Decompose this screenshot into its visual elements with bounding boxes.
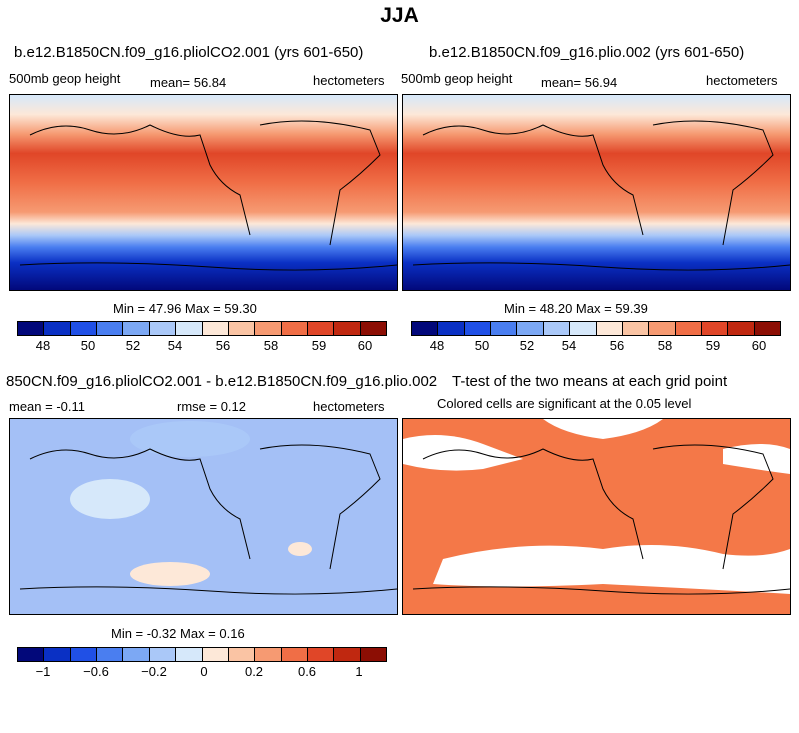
colorbar-swatch (18, 322, 45, 335)
colorbar-swatch (360, 322, 387, 335)
colorbar-tick-label: 50 (474, 338, 490, 353)
colorbar-tick-label: 50 (80, 338, 96, 353)
colorbar-tick-label: 0.6 (297, 664, 317, 679)
coastline (19, 444, 397, 595)
colorbar-swatch (44, 322, 71, 335)
colorbar-swatch (255, 322, 282, 335)
panel-1-map (9, 94, 398, 291)
panel-1-colorbar (17, 321, 387, 336)
colorbar-swatch (675, 322, 702, 335)
colorbar-tick-label: 60 (751, 338, 767, 353)
colorbar-swatch (228, 322, 256, 335)
colorbar-tick-label: 60 (357, 338, 373, 353)
colorbar-tick-label: 52 (519, 338, 535, 353)
colorbar-swatch (307, 322, 335, 335)
colorbar-swatch (176, 322, 203, 335)
colorbar-swatch (97, 648, 124, 661)
colorbar-tick-label: −0.2 (141, 664, 167, 679)
colorbar-swatch (18, 648, 45, 661)
panel-1-units: hectometers (313, 73, 385, 88)
panel-3-units: hectometers (313, 399, 385, 414)
colorbar-swatch (649, 322, 676, 335)
panel-4-map (402, 418, 791, 615)
colorbar-swatch (438, 322, 465, 335)
colorbar-swatch (281, 322, 308, 335)
colorbar-swatch (543, 322, 571, 335)
colorbar-tick-label: 0.2 (244, 664, 264, 679)
panel-3-mean: mean = -0.11 (9, 399, 86, 414)
panel-3-minmax: Min = -0.32 Max = 0.16 (111, 626, 245, 641)
panel-2-units: hectometers (706, 73, 778, 88)
colorbar-tick-label: 48 (35, 338, 51, 353)
panel-1-minmax: Min = 47.96 Max = 59.30 (113, 301, 257, 316)
panel-2-var-label: 500mb geop height (401, 71, 513, 86)
colorbar-swatch (307, 648, 335, 661)
colorbar-swatch (70, 322, 98, 335)
colorbar-swatch (176, 648, 203, 661)
panel-2-minmax: Min = 48.20 Max = 59.39 (504, 301, 648, 316)
colorbar-tick-label: 56 (215, 338, 231, 353)
colorbar-swatch (202, 648, 229, 661)
colorbar-swatch (464, 322, 492, 335)
panel-1-title: b.e12.B1850CN.f09_g16.pliolCO2.001 (yrs … (14, 44, 364, 61)
colorbar-tick-label: 1 (355, 664, 363, 679)
colorbar-swatch (570, 322, 597, 335)
colorbar-tick-label: −0.6 (83, 664, 109, 679)
colorbar-swatch (596, 322, 623, 335)
colorbar-swatch (44, 648, 71, 661)
colorbar-swatch (360, 648, 387, 661)
colorbar-swatch (622, 322, 650, 335)
colorbar-swatch (123, 648, 150, 661)
panel-4-title: T-test of the two means at each grid poi… (452, 373, 728, 390)
colorbar-tick-label: 52 (125, 338, 141, 353)
figure-title: JJA (380, 4, 419, 27)
colorbar-swatch (228, 648, 256, 661)
colorbar-swatch (123, 322, 150, 335)
coastline (412, 120, 790, 271)
colorbar-tick-label: 56 (609, 338, 625, 353)
colorbar-swatch (70, 648, 98, 661)
colorbar-swatch (255, 648, 282, 661)
panel-4-subtitle: Colored cells are significant at the 0.0… (437, 396, 692, 411)
colorbar-tick-label: 59 (311, 338, 327, 353)
colorbar-swatch (281, 648, 308, 661)
colorbar-swatch (517, 322, 544, 335)
colorbar-swatch (701, 322, 729, 335)
coastline (412, 444, 790, 595)
colorbar-swatch (149, 322, 177, 335)
panel-3-map (9, 418, 398, 615)
colorbar-swatch (97, 322, 124, 335)
colorbar-tick-label: 48 (429, 338, 445, 353)
colorbar-swatch (491, 322, 518, 335)
colorbar-swatch (334, 648, 361, 661)
panel-2-title: b.e12.B1850CN.f09_g16.plio.002 (yrs 601-… (429, 44, 745, 61)
colorbar-tick-label: 58 (657, 338, 673, 353)
colorbar-swatch (202, 322, 229, 335)
panel-2-mean: mean= 56.94 (541, 75, 618, 90)
colorbar-tick-label: 58 (263, 338, 279, 353)
coastline (19, 120, 397, 271)
colorbar-swatch (334, 322, 361, 335)
colorbar-swatch (149, 648, 177, 661)
panel-1-var-label: 500mb geop height (9, 71, 121, 86)
colorbar-tick-label: −1 (35, 664, 51, 679)
colorbar-tick-label: 54 (561, 338, 577, 353)
panel-3-colorbar (17, 647, 387, 662)
panel-2-colorbar (411, 321, 781, 336)
panel-3-title: 850CN.f09_g16.pliolCO2.001 - b.e12.B1850… (6, 373, 438, 390)
panel-1-mean: mean= 56.84 (150, 75, 227, 90)
panel-2-map (402, 94, 791, 291)
colorbar-tick-label: 0 (200, 664, 208, 679)
colorbar-swatch (754, 322, 781, 335)
panel-3-rmse: rmse = 0.12 (177, 399, 247, 414)
colorbar-tick-label: 54 (167, 338, 183, 353)
colorbar-tick-label: 59 (705, 338, 721, 353)
colorbar-swatch (412, 322, 439, 335)
colorbar-swatch (728, 322, 755, 335)
